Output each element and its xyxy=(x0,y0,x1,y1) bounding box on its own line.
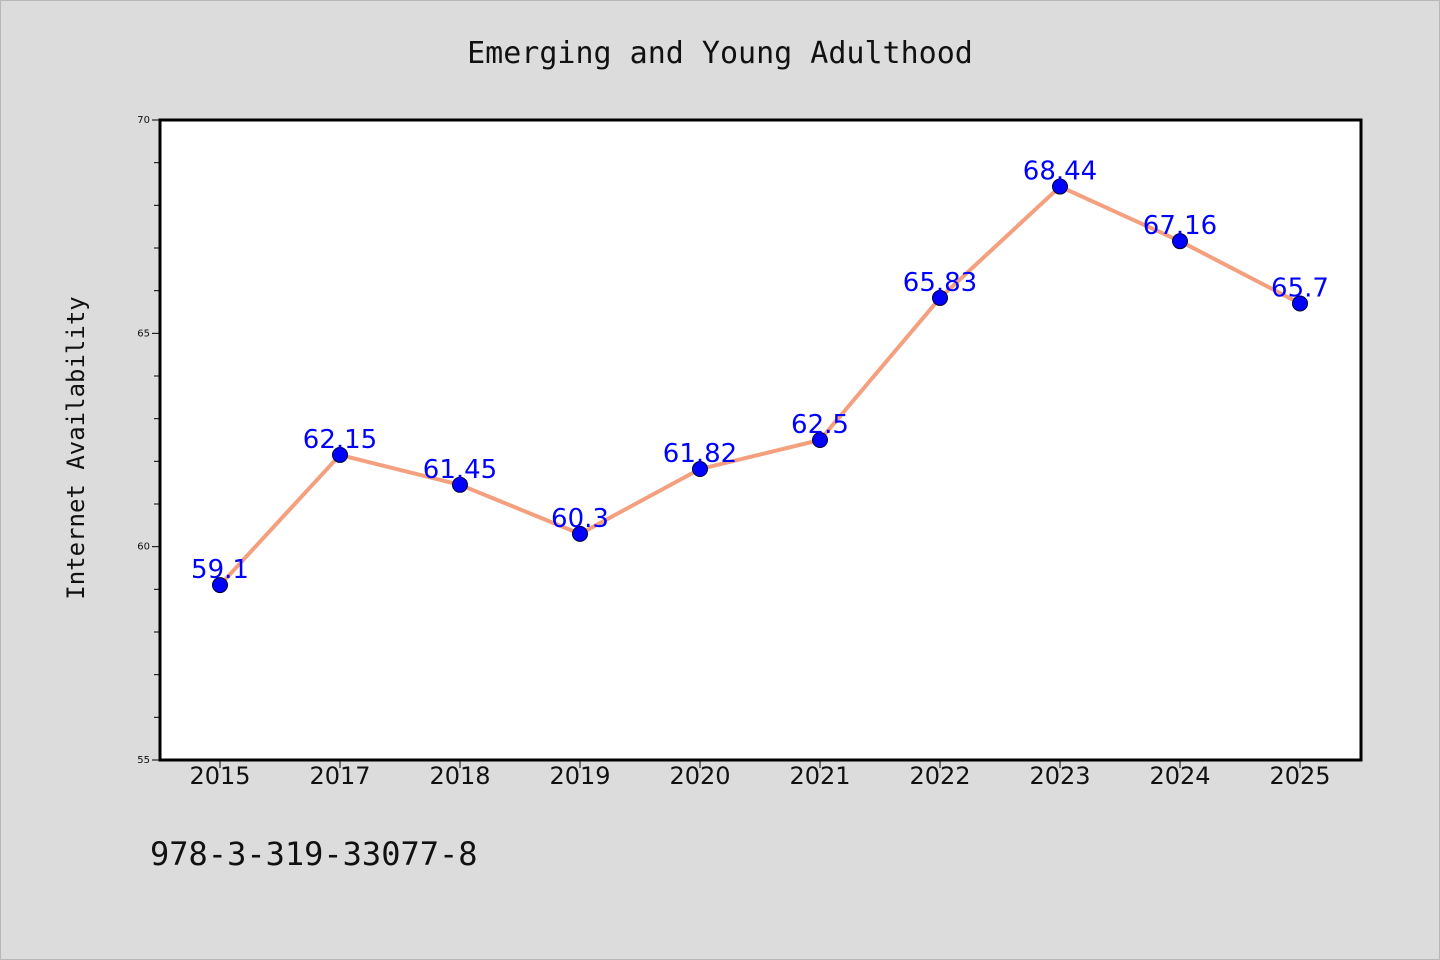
data-point xyxy=(332,446,348,463)
data-label: 61.45 xyxy=(423,455,497,485)
data-label: 62.5 xyxy=(791,410,849,440)
plot-area xyxy=(160,120,1361,760)
x-tick-label: 2017 xyxy=(309,762,370,790)
data-point xyxy=(1292,295,1308,312)
data-label: 61.82 xyxy=(663,439,737,469)
data-point xyxy=(812,432,828,448)
x-tick-label: 2021 xyxy=(789,762,850,790)
series-line xyxy=(218,184,1301,587)
y-tick-label: 65 xyxy=(137,328,150,339)
data-label: 67.16 xyxy=(1143,211,1217,241)
y-tick-label: 70 xyxy=(137,115,150,126)
x-tick-label: 2025 xyxy=(1269,762,1330,790)
data-label: 65.83 xyxy=(903,268,977,298)
series-layer: 59.1 62.15 61.45 60.3 61.82 62.5 65.83 68.44 67.… xyxy=(191,157,1329,594)
x-tick-label: 2015 xyxy=(189,762,250,790)
y-tick-label: 55 xyxy=(137,755,150,766)
y-axis-ticks: 55 60 65 70 xyxy=(137,115,160,766)
x-tick-label: 2022 xyxy=(909,762,970,790)
data-point xyxy=(452,476,468,493)
x-tick-label: 2023 xyxy=(1029,762,1090,790)
y-axis-label: Internet Availability xyxy=(62,296,90,599)
data-label: 60.3 xyxy=(551,504,609,534)
data-point xyxy=(572,525,588,542)
x-tick-label: 2018 xyxy=(429,762,490,790)
y-tick-label: 60 xyxy=(137,542,150,553)
x-tick-label: 2024 xyxy=(1149,762,1210,790)
data-point xyxy=(212,577,228,594)
x-axis-ticks: 2015 2017 2018 2019 2020 2021 2022 2023 2024 2025 xyxy=(189,760,1331,790)
data-label: 59.1 xyxy=(191,555,249,585)
chart-title: Emerging and Young Adulthood xyxy=(467,36,973,71)
data-point xyxy=(1172,233,1188,250)
data-point xyxy=(1052,178,1068,195)
x-tick-label: 2019 xyxy=(549,762,610,790)
data-label: 62.15 xyxy=(303,425,377,455)
plot-border xyxy=(158,118,1363,762)
data-label: 68.44 xyxy=(1023,157,1097,187)
data-point xyxy=(692,461,708,478)
isbn-footnote: 978-3-319-33077-8 xyxy=(150,835,478,873)
x-tick-label: 2020 xyxy=(669,762,730,790)
data-label: 65.7 xyxy=(1271,273,1329,303)
data-point xyxy=(932,289,948,306)
